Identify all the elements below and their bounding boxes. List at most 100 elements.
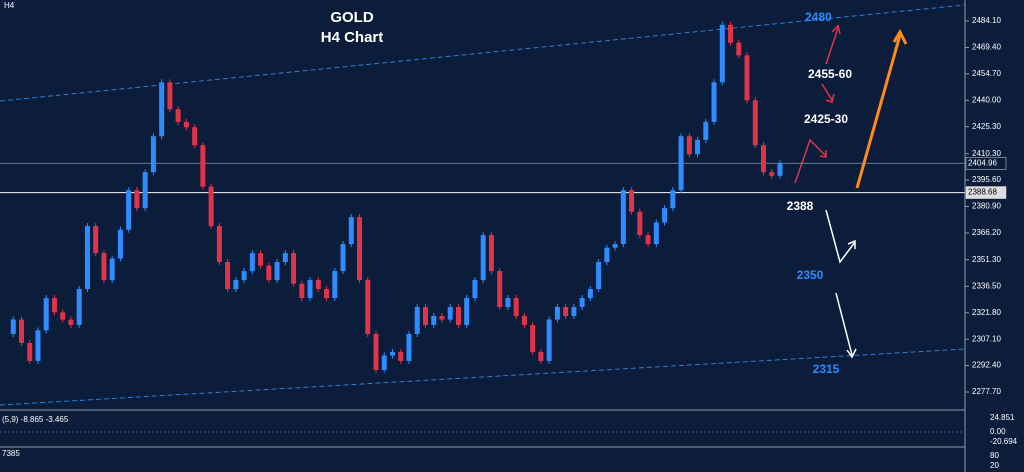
candle <box>142 172 148 209</box>
candle <box>513 298 519 316</box>
y-tick-label: 2469.40 <box>972 43 1001 52</box>
annotation: 2315 <box>813 362 840 376</box>
y-tick-label: 2366.20 <box>972 228 1001 237</box>
candle <box>216 226 222 263</box>
candle <box>447 307 453 320</box>
oscillator-label: (5,9) -8.865 -3.465 <box>2 415 69 424</box>
candle <box>670 190 676 209</box>
candle <box>282 253 288 263</box>
candle <box>571 307 577 316</box>
price-box <box>965 186 1007 199</box>
candle <box>719 24 725 83</box>
candle <box>530 324 536 352</box>
candle <box>472 280 478 299</box>
candle <box>357 217 363 281</box>
annotation: 2350 <box>797 268 824 282</box>
candle <box>183 121 189 128</box>
y-tick-label: 2292.40 <box>972 361 1001 370</box>
annotation: 2455-60 <box>808 67 852 81</box>
candle <box>76 289 82 325</box>
candle <box>744 55 750 101</box>
candle <box>348 217 354 245</box>
y-tick-label: 2395.60 <box>972 175 1001 184</box>
price-label: 2388.68 <box>968 188 997 197</box>
candle <box>249 253 255 272</box>
candle <box>422 307 428 325</box>
candle <box>175 109 181 122</box>
oscillator-level: 0.00 <box>990 427 1006 436</box>
candle <box>455 307 461 325</box>
candle <box>480 235 486 281</box>
candle <box>315 280 321 290</box>
candle <box>365 280 371 334</box>
candle <box>43 298 49 331</box>
candle <box>18 319 24 343</box>
stochastic-level: 80 <box>990 451 999 460</box>
candle <box>662 208 668 223</box>
candle <box>604 247 610 263</box>
candle <box>678 136 684 191</box>
candle <box>93 226 99 254</box>
annotation: 2480 <box>805 10 832 24</box>
y-tick-label: 2440.00 <box>972 95 1001 104</box>
candle <box>60 312 66 320</box>
candle <box>390 351 395 356</box>
chart-title: GOLD <box>330 9 373 26</box>
candle <box>629 190 635 212</box>
candle <box>10 319 16 334</box>
candle <box>266 265 272 281</box>
candle <box>233 280 239 290</box>
candle <box>134 190 140 209</box>
candle <box>777 163 783 176</box>
candle <box>645 235 651 245</box>
stochastic-level: 20 <box>990 461 999 470</box>
chart-subtitle: H4 Chart <box>321 29 384 46</box>
arrows <box>794 24 908 359</box>
candle <box>521 315 527 325</box>
candle <box>340 244 346 272</box>
candle <box>117 229 123 259</box>
candle <box>653 222 659 245</box>
oscillator-level: -20.694 <box>990 437 1018 446</box>
candle <box>596 262 602 290</box>
candle <box>769 172 775 176</box>
candle <box>150 136 156 173</box>
candle <box>587 289 593 299</box>
candle <box>538 351 544 361</box>
y-tick-label: 2484.10 <box>972 16 1001 25</box>
candle <box>686 136 692 155</box>
y-tick-label: 2425.30 <box>972 122 1001 131</box>
y-tick-label: 2336.50 <box>972 281 1001 290</box>
candle <box>703 121 709 140</box>
candle <box>637 211 643 236</box>
candle <box>381 355 387 370</box>
price-box <box>965 157 1007 170</box>
candle <box>414 307 420 334</box>
y-tick-label: 2307.10 <box>972 334 1001 343</box>
candle <box>324 289 330 299</box>
candle <box>307 280 313 299</box>
price-label: 2404.96 <box>968 158 997 167</box>
candle <box>159 82 165 137</box>
candle <box>497 271 503 308</box>
candle <box>398 351 404 361</box>
candle <box>101 253 107 281</box>
candle <box>192 127 198 146</box>
candle <box>406 333 412 361</box>
candle <box>35 330 41 361</box>
y-tick-label: 2321.80 <box>972 308 1001 317</box>
candle <box>546 319 552 361</box>
timeframe: H4 <box>4 1 15 10</box>
candle <box>109 258 115 281</box>
stochastic-label: 7385 <box>2 449 20 458</box>
candle <box>51 298 57 313</box>
candle <box>431 315 437 325</box>
y-tick-label: 2380.90 <box>972 202 1001 211</box>
y-tick-label: 2410.30 <box>972 149 1001 158</box>
candle <box>200 145 206 187</box>
candle <box>695 139 701 155</box>
candle <box>332 271 338 299</box>
candle <box>208 186 214 227</box>
candle <box>488 235 494 272</box>
